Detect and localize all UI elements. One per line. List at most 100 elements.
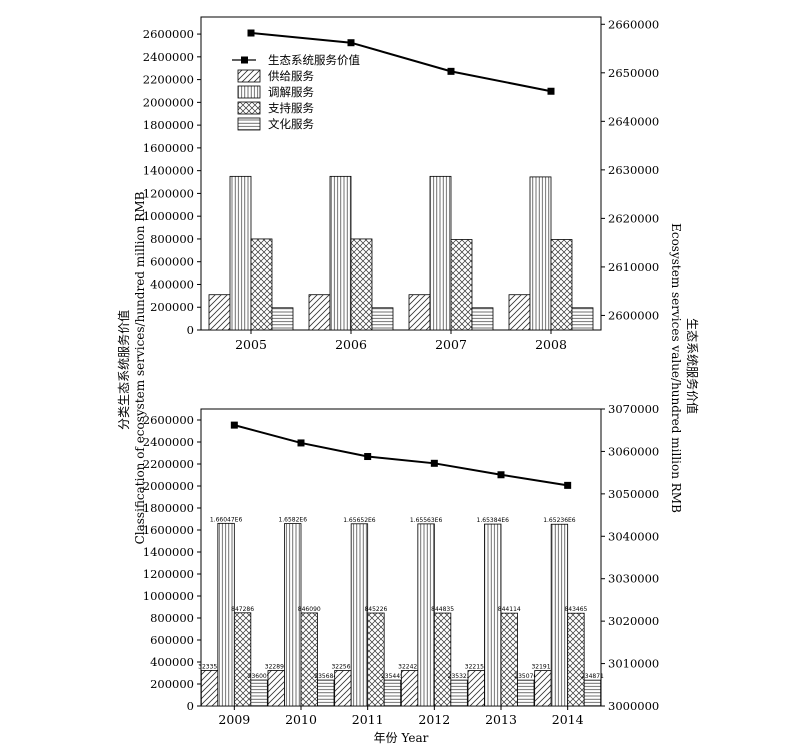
y2-tick-label: 2610000 [608,260,659,274]
bar-data-label: 843465 [564,606,587,613]
legend-bar-swatch [237,85,261,99]
x-tick-label: 2006 [335,337,367,352]
x-tick-label: 2012 [418,712,450,727]
right-axis-title: 生态系统服务价值 Ecosystem services value/hundre… [669,223,700,513]
bar [271,307,294,331]
bar [571,307,594,331]
bar [250,679,268,707]
right-axis-title-cn: 生态系统服务价值 [685,318,700,414]
legend-label: 供给服务 [268,69,314,83]
y-tick-label: 2400000 [143,435,194,449]
y-tick-label: 2600000 [143,413,194,427]
line-point [347,39,355,47]
legend-bar-swatch [237,117,261,131]
bar-data-label: 1.6582E6 [278,517,307,524]
y-tick-label: 200000 [150,300,194,314]
y-tick-label: 1000000 [143,589,194,603]
bar [450,239,473,331]
bar [317,679,335,707]
y2-tick-label: 3010000 [608,657,659,671]
x-tick-label: 2008 [535,337,567,352]
bar [508,294,531,331]
bar [500,612,518,707]
top-plot-frame [200,16,602,331]
y2-tick-label: 3040000 [608,529,659,543]
bar [300,612,318,707]
y2-tick-label: 3020000 [608,614,659,628]
bar-data-label: 322422 [398,664,421,671]
y-tick-label: 1200000 [143,186,194,200]
bar-data-label: 1.66047E6 [210,516,243,523]
line-point [230,421,238,429]
bottom-chart-panel: 0 200000 400000 600000 800000 1000000 1200000 1… [143,402,659,727]
bar [484,523,502,707]
bar [433,612,452,707]
bar [534,670,552,707]
line-point [297,439,305,447]
left-axis-title: 分类生态系统服务价值 Classification of ecosystem s… [116,191,147,544]
y-tick-label: 600000 [150,633,194,647]
y-tick-label: 2200000 [143,73,194,87]
bar [308,294,331,331]
y2-tick-label: 3000000 [608,699,659,713]
legend-label: 文化服务 [268,117,314,131]
bar [350,523,369,707]
x-tick-label: 2013 [485,712,517,727]
bar [467,670,485,707]
y2-tick-label: 2640000 [608,114,659,128]
bar-data-label: 235076 [514,673,537,680]
line-point [564,481,572,489]
bar [371,307,394,331]
bar-data-label: 847286 [231,606,254,613]
legend-bar-swatch [237,69,261,83]
line-point [447,67,455,75]
y2-tick-label: 2660000 [608,17,659,31]
legend-label: 支持服务 [268,101,314,115]
bar-data-label: 844835 [431,606,454,613]
y-tick-label: 1600000 [143,141,194,155]
bar [229,175,252,331]
bar [450,679,468,707]
bar-data-label: 322897 [265,663,288,670]
bar [367,612,385,707]
bar-data-label: 844114 [498,606,521,613]
x-tick-label: 2010 [285,712,317,727]
legend-line-marker [241,56,248,64]
bar-data-label: 234871 [581,673,604,680]
y-tick-label: 1200000 [143,567,194,581]
bar-data-label: 846090 [298,606,321,613]
bar [417,523,435,707]
y-tick-label: 400000 [150,655,194,669]
legend-label: 调解服务 [268,85,314,99]
y-tick-label: 1800000 [143,118,194,132]
left-axis-title-cn: 分类生态系统服务价值 [116,310,131,430]
bar [200,670,219,707]
bar [429,175,452,331]
bar-data-label: 1.65563E6 [410,517,443,524]
y-tick-label: 800000 [150,611,194,625]
y-tick-label: 2000000 [143,479,194,493]
line-point [547,87,555,95]
bar [350,238,373,331]
bar-data-label: 322158 [465,664,488,671]
bar [329,175,352,331]
bar-data-label: 1.65384E6 [477,517,510,524]
y-tick-label: 0 [187,699,194,713]
y-tick-label: 2200000 [143,457,194,471]
line-series [250,32,552,93]
y-tick-label: 2400000 [143,50,194,64]
bar [400,670,419,707]
bar-data-label: 235322 [448,673,471,680]
y2-tick-label: 2600000 [608,308,659,322]
bottom-plot-frame [200,408,602,707]
bar [334,670,352,707]
line-point [364,453,372,461]
bar-data-label: 235684 [314,673,337,680]
y-tick-label: 1400000 [143,545,194,559]
left-axis-title-en: Classification of ecosystem services/hun… [133,191,147,544]
y-tick-label: 1000000 [143,209,194,223]
y2-tick-label: 3070000 [608,402,659,416]
bar [529,176,552,331]
bar [471,307,494,331]
